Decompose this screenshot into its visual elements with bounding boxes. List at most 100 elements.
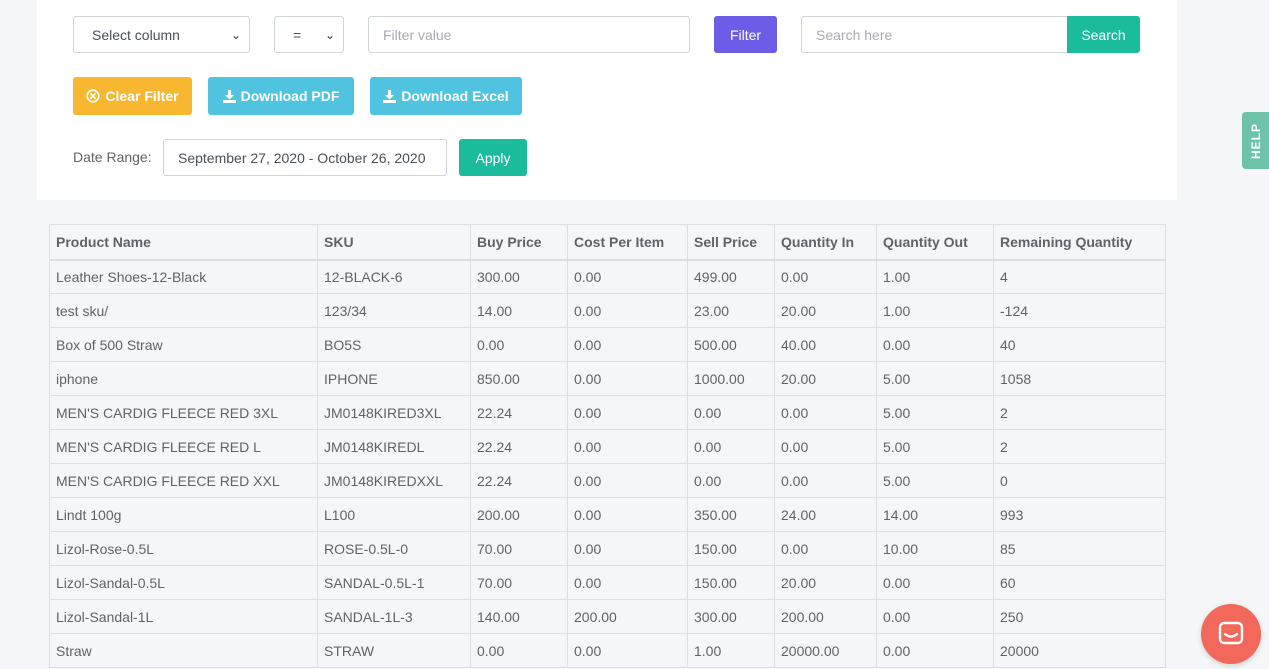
table-cell: MEN'S CARDIG FLEECE RED L	[49, 429, 318, 464]
table-cell: 350.00	[687, 497, 775, 532]
table-cell: 0.00	[774, 395, 877, 430]
table-cell: 0.00	[567, 463, 688, 498]
download-pdf-button[interactable]: Download PDF	[208, 77, 354, 115]
table-cell: 0.00	[567, 259, 688, 294]
table-cell: 5.00	[876, 429, 994, 464]
download-excel-button[interactable]: Download Excel	[370, 77, 522, 115]
table-cell: 14.00	[470, 293, 568, 328]
table-cell: Lindt 100g	[49, 497, 318, 532]
table-cell: 0.00	[567, 327, 688, 362]
filter-value-input[interactable]	[368, 16, 690, 53]
inventory-table-container: Product Name SKU Buy Price Cost Per Item…	[49, 224, 1166, 668]
download-excel-label: Download Excel	[401, 88, 509, 104]
table-cell: 0.00	[470, 633, 568, 668]
table-cell: 20000.00	[774, 633, 877, 668]
table-row: test sku/123/34 14.00 0.00 23.00 20.00 1.00 -1…	[49, 293, 1166, 328]
table-cell: 22.24	[470, 429, 568, 464]
table-cell: 5.00	[876, 395, 994, 430]
table-cell: Leather Shoes-12-Black	[49, 259, 318, 294]
table-cell: 123/34	[317, 293, 471, 328]
table-row: Lizol-Sandal-0.5L SANDAL-0.5L-1 70.00 0.00 1…	[49, 565, 1166, 600]
table-header-row: Product Name SKU Buy Price Cost Per Item…	[49, 224, 1166, 261]
column-select[interactable]: Select column ⌄	[73, 16, 250, 53]
search-input[interactable]	[801, 16, 1068, 53]
table-cell: L100	[317, 497, 471, 532]
download-icon	[383, 89, 397, 103]
table-cell: IPHONE	[317, 361, 471, 396]
filter-button-label: Filter	[729, 26, 762, 43]
table-cell: 22.24	[470, 395, 568, 430]
operator-select-value: =	[293, 26, 302, 43]
clear-filter-button[interactable]: Clear Filter	[73, 77, 192, 115]
column-header[interactable]: Buy Price	[470, 224, 568, 261]
table-cell: 200.00	[567, 599, 688, 634]
table-cell: 20.00	[774, 361, 877, 396]
table-cell: 22.24	[470, 463, 568, 498]
column-header[interactable]: SKU	[317, 224, 471, 261]
date-range-label: Date Range:	[73, 149, 152, 165]
table-cell: 0.00	[774, 259, 877, 294]
table-cell: 0.00	[567, 429, 688, 464]
close-circle-icon	[86, 89, 101, 103]
table-cell: 0.00	[567, 361, 688, 396]
filter-button[interactable]: Filter	[714, 16, 777, 53]
table-cell: 24.00	[774, 497, 877, 532]
column-header[interactable]: Sell Price	[687, 224, 775, 261]
table-cell: Box of 500 Straw	[49, 327, 318, 362]
table-cell: 12-BLACK-6	[317, 259, 471, 294]
table-cell: 0.00	[567, 395, 688, 430]
table-cell: 0.00	[567, 565, 688, 600]
table-cell: Lizol-Sandal-0.5L	[49, 565, 318, 600]
table-cell: 70.00	[470, 531, 568, 566]
table-cell: ROSE-0.5L-0	[317, 531, 471, 566]
table-cell: 10.00	[876, 531, 994, 566]
table-cell: 0	[993, 463, 1166, 498]
table-cell: 1000.00	[687, 361, 775, 396]
table-cell: 150.00	[687, 531, 775, 566]
table-cell: 0.00	[876, 327, 994, 362]
table-row: Lizol-Rose-0.5L ROSE-0.5L-0 70.00 0.00 150.0…	[49, 531, 1166, 566]
column-header[interactable]: Remaining Quantity	[993, 224, 1166, 261]
table-row: Lindt 100g L100 200.00 0.00 350.00 24.00 14.00…	[49, 497, 1166, 532]
table-cell: SANDAL-1L-3	[317, 599, 471, 634]
table-cell: 1.00	[876, 293, 994, 328]
table-row: Straw STRAW 0.00 0.00 1.00 20000.00 0.00 20000	[49, 633, 1166, 668]
date-range-value: September 27, 2020 - October 26, 2020	[178, 149, 426, 166]
column-header[interactable]: Quantity Out	[876, 224, 994, 261]
clear-filter-label: Clear Filter	[105, 88, 179, 104]
table-cell: 14.00	[876, 497, 994, 532]
table-cell: 40.00	[774, 327, 877, 362]
apply-button-label: Apply	[475, 149, 511, 166]
table-cell: 0.00	[876, 565, 994, 600]
column-header[interactable]: Cost Per Item	[567, 224, 688, 261]
table-cell: 20000	[993, 633, 1166, 668]
date-range-input[interactable]: September 27, 2020 - October 26, 2020	[163, 139, 447, 176]
help-tab-label: HELP	[1248, 122, 1263, 159]
table-cell: JM0148KIREDXXL	[317, 463, 471, 498]
table-cell: 499.00	[687, 259, 775, 294]
table-cell: 1058	[993, 361, 1166, 396]
column-header[interactable]: Product Name	[49, 224, 318, 261]
search-button[interactable]: Search	[1067, 16, 1140, 53]
table-cell: 85	[993, 531, 1166, 566]
apply-button[interactable]: Apply	[459, 139, 527, 176]
table-row: Box of 500 Straw BO5S 0.00 0.00 500.00 40.00 0…	[49, 327, 1166, 362]
table-cell: 200.00	[470, 497, 568, 532]
table-cell: STRAW	[317, 633, 471, 668]
table-row: MEN'S CARDIG FLEECE RED 3XL JM0148KIRED3X…	[49, 395, 1166, 430]
table-cell: 5.00	[876, 463, 994, 498]
table-cell: test sku/	[49, 293, 318, 328]
table-cell: JM0148KIRED3XL	[317, 395, 471, 430]
column-header[interactable]: Quantity In	[774, 224, 877, 261]
table-cell: 0.00	[774, 463, 877, 498]
chat-launcher-button[interactable]	[1201, 604, 1261, 664]
column-select-value: Select column	[92, 26, 180, 43]
table-row: Lizol-Sandal-1L SANDAL-1L-3 140.00 200.00 30…	[49, 599, 1166, 634]
table-cell: Straw	[49, 633, 318, 668]
table-cell: 70.00	[470, 565, 568, 600]
table-cell: 0.00	[687, 429, 775, 464]
table-cell: BO5S	[317, 327, 471, 362]
help-tab[interactable]: HELP	[1242, 112, 1269, 169]
table-cell: 2	[993, 429, 1166, 464]
operator-select[interactable]: = ⌄	[274, 16, 344, 53]
